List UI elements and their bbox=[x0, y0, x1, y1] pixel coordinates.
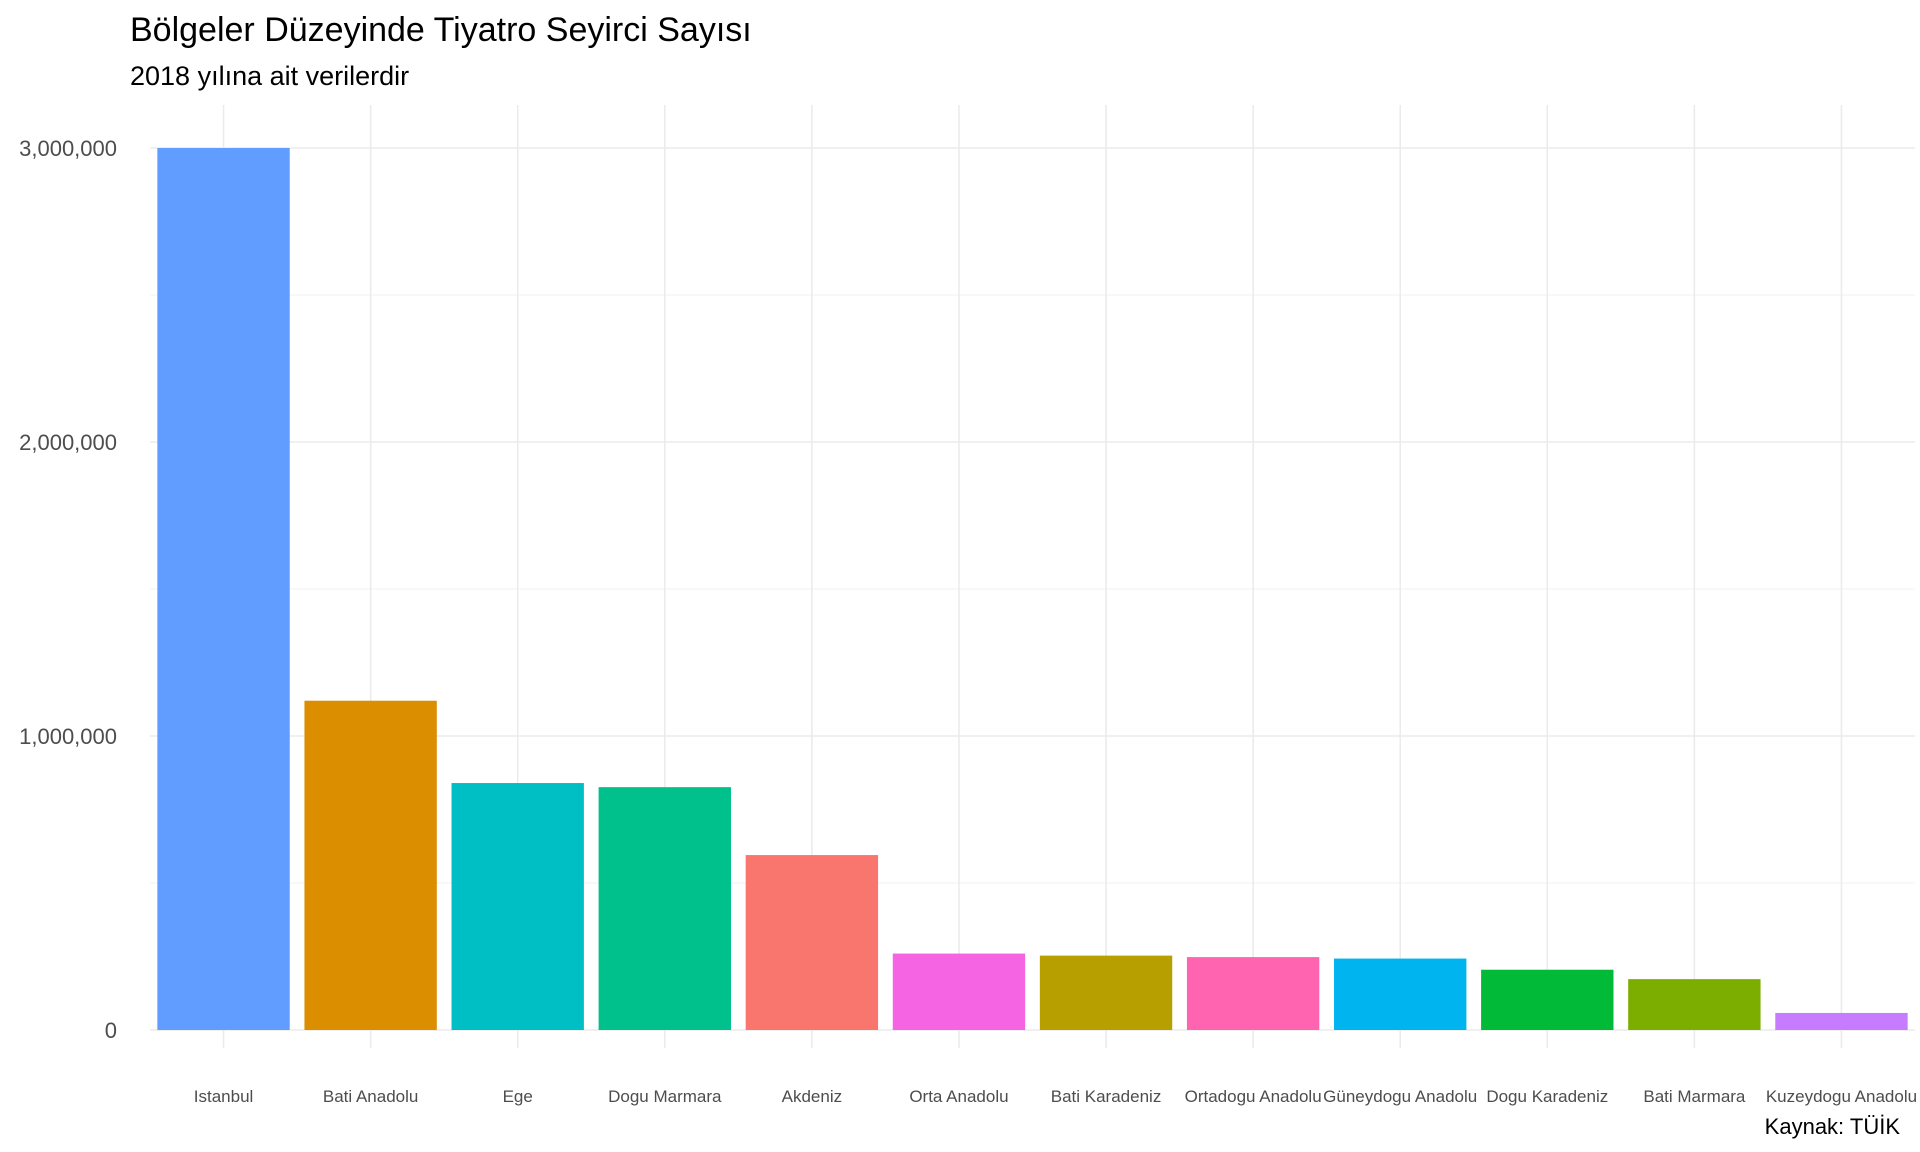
bar bbox=[598, 787, 731, 1030]
bar bbox=[1775, 1012, 1908, 1030]
bar bbox=[1186, 957, 1320, 1030]
x-tick-label: Bati Anadolu bbox=[323, 1087, 418, 1106]
chart-caption: Kaynak: TÜİK bbox=[1765, 1114, 1901, 1139]
x-tick-label: Orta Anadolu bbox=[909, 1087, 1008, 1106]
bar bbox=[451, 783, 584, 1030]
x-tick-label: Ege bbox=[503, 1087, 533, 1106]
chart-title: Bölgeler Düzeyinde Tiyatro Seyirci Sayıs… bbox=[130, 11, 752, 49]
x-axis-tick-labels: Istanbul Bati Anadolu Ege Dogu Marmara Akden… bbox=[194, 1087, 1917, 1106]
y-tick-label: 2,000,000 bbox=[19, 430, 117, 455]
x-tick-label: Dogu Karadeniz bbox=[1486, 1087, 1608, 1106]
x-tick-label: Güneydogu Anadolu bbox=[1323, 1087, 1477, 1106]
chart-subtitle: 2018 yılına ait verilerdir bbox=[130, 61, 409, 91]
y-axis-tick-labels: 0 1,000,000 2,000,000 3,000,000 bbox=[19, 136, 117, 1043]
x-tick-label: Kuzeydogu Anadolu bbox=[1766, 1087, 1917, 1106]
x-tick-label: Akdeniz bbox=[782, 1087, 842, 1106]
bar bbox=[1039, 955, 1173, 1030]
x-tick-label: Bati Karadeniz bbox=[1051, 1087, 1162, 1106]
bar bbox=[1628, 979, 1761, 1030]
grid-lines bbox=[150, 105, 1915, 1048]
bars bbox=[157, 148, 1908, 1030]
x-tick-label: Ortadogu Anadolu bbox=[1185, 1087, 1322, 1106]
bar bbox=[892, 953, 1026, 1030]
y-tick-label: 0 bbox=[105, 1018, 117, 1043]
x-tick-label: Dogu Marmara bbox=[608, 1087, 722, 1106]
bar bbox=[1334, 958, 1467, 1030]
x-tick-label: Bati Marmara bbox=[1643, 1087, 1746, 1106]
y-tick-label: 1,000,000 bbox=[19, 724, 117, 749]
y-tick-label: 3,000,000 bbox=[19, 136, 117, 161]
bar bbox=[1481, 969, 1614, 1030]
bar bbox=[745, 855, 879, 1030]
bar bbox=[304, 700, 437, 1030]
x-tick-label: Istanbul bbox=[194, 1087, 254, 1106]
bar bbox=[157, 148, 290, 1030]
